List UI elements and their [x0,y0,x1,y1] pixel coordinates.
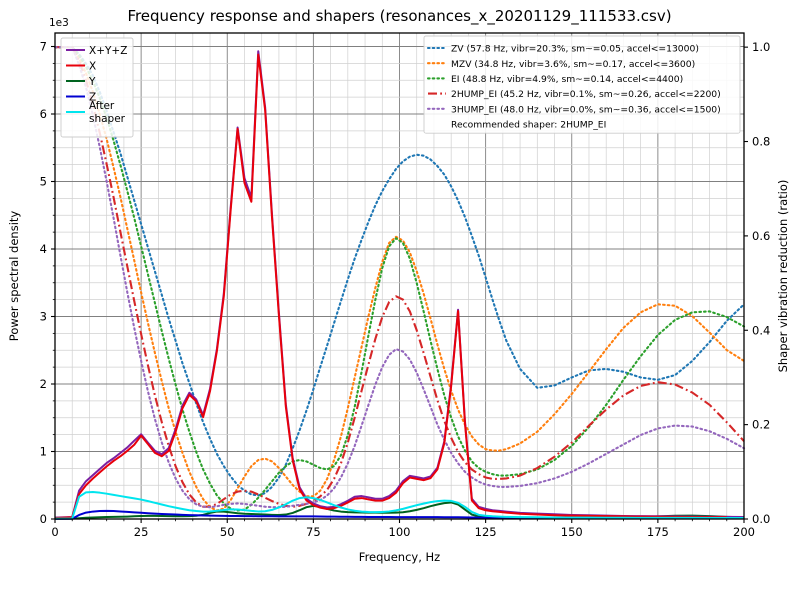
legend-right-box [423,35,741,134]
legend-left-label-2: Y [88,76,96,88]
x-tick-label: 100 [389,525,411,539]
y-right-tick-label: 0.4 [752,323,770,337]
legend-left-label-3: Z [89,92,96,104]
chart-text: Frequency response and shapers (resonanc… [7,7,790,564]
legend-right-label-2: EI (48.8 Hz, vibr=4.9%, sm~=0.14, accel<… [451,74,683,85]
x-axis-label: Frequency, Hz [359,550,440,564]
series-line-MZV [53,46,746,512]
y-tick-label: 5 [40,175,47,189]
y-axis-label: Power spectral density [7,211,21,342]
series-line-ZV [53,46,746,497]
series-layer [53,46,746,520]
x-tick-label: 175 [647,525,669,539]
y-axis-right-label: Shaper vibration reduction (ratio) [776,180,790,373]
x-tick-label: 0 [51,525,58,539]
y-right-tick-label: 1.0 [752,40,770,54]
y-tick-label: 7 [40,40,47,54]
x-tick-label: 125 [475,525,497,539]
chart-title: Frequency response and shapers (resonanc… [127,7,671,26]
legend-right-label-0: ZV (57.8 Hz, vibr=20.3%, sm~=0.05, accel… [451,44,699,55]
x-tick-label: 200 [733,525,755,539]
legend-right-label-1: MZV (34.8 Hz, vibr=3.6%, sm~=0.17, accel… [451,59,695,70]
legend-left-label-0: X+Y+Z [89,45,127,57]
y-right-tick-label: 0.8 [752,135,770,149]
y-right-tick-label: 0.6 [752,229,770,243]
series-line-2HUMP_EI [55,46,745,508]
axes: 0 25 50 75 100 125 150 175 200 0 1 2 3 4 5 6 7 0.0 0.2 0.4 0… [40,32,770,539]
x-tick-label: 50 [220,525,235,539]
x-tick-label: 150 [561,525,583,539]
y-tick-label: 6 [40,107,47,121]
series-line-3HUMP_EI [53,46,746,509]
y-right-tick-label: 0.2 [752,418,770,432]
legend-left-label-4-cont: shaper [89,113,126,125]
series-line-X [54,53,727,519]
series-line-After [54,491,744,520]
x-tick-label: 25 [134,525,149,539]
legend-left-label-4: After [89,100,115,112]
y-tick-label: 4 [40,242,47,256]
y-tick-label: 0 [40,512,47,526]
y-tick-label: 1 [40,445,47,459]
y-axis-offset-text: 1e3 [49,17,69,29]
x-tick-label: 75 [306,525,321,539]
y-right-tick-label: 0.0 [752,512,770,526]
legend-left-label-1: X [89,61,96,73]
y-tick-label: 2 [40,377,47,391]
legend-right-label-4: 3HUMP_EI (48.0 Hz, vibr=0.0%, sm~=0.36, … [451,104,721,115]
legend-right: ZV (57.8 Hz, vibr=20.3%, sm~=0.05, accel… [423,35,741,134]
series-line-EI [53,46,746,512]
legend-right-label-3: 2HUMP_EI (45.2 Hz, vibr=0.1%, sm~=0.26, … [451,89,721,100]
recommended-shaper-annotation: Recommended shaper: 2HUMP_EI [451,120,606,131]
y-tick-label: 3 [40,310,47,324]
